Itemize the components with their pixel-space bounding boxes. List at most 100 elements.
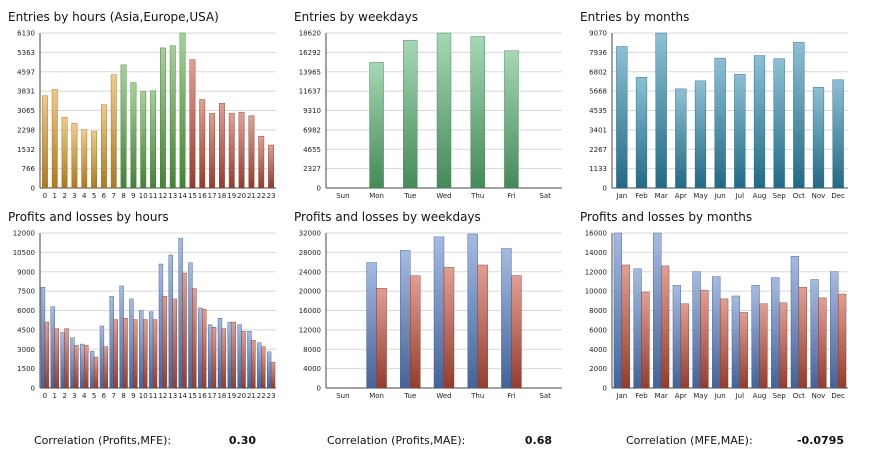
bar (207, 324, 213, 389)
bar (751, 285, 760, 389)
y-tick-label: 5363 (17, 49, 35, 57)
bar (470, 36, 485, 189)
x-tick-label: 16 (198, 192, 207, 200)
bar (109, 296, 114, 389)
x-tick-label: Apr (675, 392, 687, 400)
x-tick-label: 13 (168, 192, 177, 200)
bar (74, 345, 79, 389)
y-tick-label: 0 (603, 185, 607, 193)
bar (140, 91, 147, 189)
y-tick-label: 16000 (299, 307, 321, 315)
bar (71, 123, 78, 189)
chart-panel-hours: Entries by hours (Asia,Europe,USA) 0 766 1… (4, 6, 284, 206)
bar (830, 271, 839, 389)
bar (672, 285, 682, 389)
bar (103, 346, 109, 389)
bar (443, 267, 455, 389)
y-tick-label: 6000 (17, 307, 35, 315)
x-tick-label: 15 (188, 192, 197, 200)
x-tick-label: 6 (102, 192, 107, 200)
x-tick-label: Sep (773, 192, 787, 200)
x-tick-label: Aug (753, 192, 767, 200)
chart-svg: 0 1133 2267 3401 4535 5668 6802 7936 9070 Jan Feb M… (589, 30, 848, 200)
y-tick-label: 1532 (17, 146, 35, 154)
bar (793, 42, 805, 189)
y-tick-label: 4000 (303, 365, 321, 373)
bar (152, 319, 158, 389)
y-tick-label: 9310 (303, 107, 321, 115)
x-tick-label: Mon (369, 392, 384, 400)
x-tick-label: Wed (436, 192, 451, 200)
y-tick-label: 2000 (589, 365, 607, 373)
bar (50, 306, 55, 389)
bar (376, 288, 387, 389)
bar (202, 309, 207, 389)
chart-title: Profits and losses by months (580, 210, 753, 224)
bar (150, 90, 156, 189)
x-tick-label: Jan (615, 392, 627, 400)
bar (80, 343, 85, 389)
y-tick-label: 0 (317, 385, 321, 393)
bar (182, 272, 187, 389)
x-tick-label: Apr (675, 192, 687, 200)
bar (680, 303, 689, 389)
x-tick-label: Wed (436, 392, 451, 400)
bar (189, 59, 196, 189)
y-tick-label: 12000 (13, 230, 35, 238)
x-tick-label: 9 (131, 392, 135, 400)
bar (199, 99, 206, 189)
bar (504, 50, 519, 189)
x-tick-label: Jan (615, 192, 627, 200)
y-tick-label: 3000 (17, 346, 35, 354)
bar (810, 279, 819, 389)
x-tick-label: 3 (72, 192, 76, 200)
y-tick-label: 6802 (589, 68, 607, 76)
x-tick-label: 8 (121, 192, 125, 200)
x-tick-label: Fri (507, 192, 515, 200)
bar (410, 275, 421, 389)
x-tick-label: Tue (403, 192, 416, 200)
y-tick-label: 16000 (585, 230, 607, 238)
bar (54, 328, 59, 389)
bar (266, 351, 272, 389)
bar (64, 328, 69, 389)
y-tick-label: 1500 (17, 365, 35, 373)
x-tick-label: 4 (82, 392, 87, 400)
bar (261, 346, 266, 389)
y-tick-label: 1133 (589, 165, 607, 173)
y-tick-label: 4500 (17, 326, 35, 334)
bar (89, 350, 95, 389)
bar (162, 296, 168, 389)
x-tick-label: 12 (158, 392, 167, 400)
x-tick-label: 17 (208, 392, 217, 400)
x-tick-label: Feb (635, 192, 648, 200)
bar (172, 298, 177, 389)
x-tick-label: 4 (82, 192, 87, 200)
correlation-label-mfe-mae: Correlation (MFE,MAE): (626, 434, 753, 447)
x-tick-label: 0 (43, 192, 47, 200)
x-tick-label: 15 (188, 392, 197, 400)
y-tick-label: 9070 (589, 30, 607, 38)
x-tick-label: Aug (753, 392, 767, 400)
bar (110, 74, 117, 189)
x-tick-label: 14 (178, 392, 187, 400)
bar (91, 130, 97, 189)
bar (42, 95, 48, 189)
y-tick-label: 4000 (589, 346, 607, 354)
y-tick-label: 10500 (13, 249, 35, 257)
bar (60, 332, 65, 389)
bar (231, 321, 236, 389)
x-tick-label: Feb (635, 392, 648, 400)
chart-title: Profits and losses by weekdays (294, 210, 481, 224)
y-tick-label: 3065 (17, 107, 35, 115)
bar (221, 328, 227, 389)
bar (241, 330, 246, 389)
y-tick-label: 0 (31, 385, 35, 393)
x-tick-label: Mar (655, 392, 668, 400)
x-tick-label: 2 (62, 392, 66, 400)
correlation-value-profits-mfe: 0.30 (228, 434, 256, 447)
y-tick-label: 2267 (589, 146, 607, 154)
x-tick-label: 3 (72, 392, 76, 400)
x-tick-label: May (693, 392, 707, 400)
